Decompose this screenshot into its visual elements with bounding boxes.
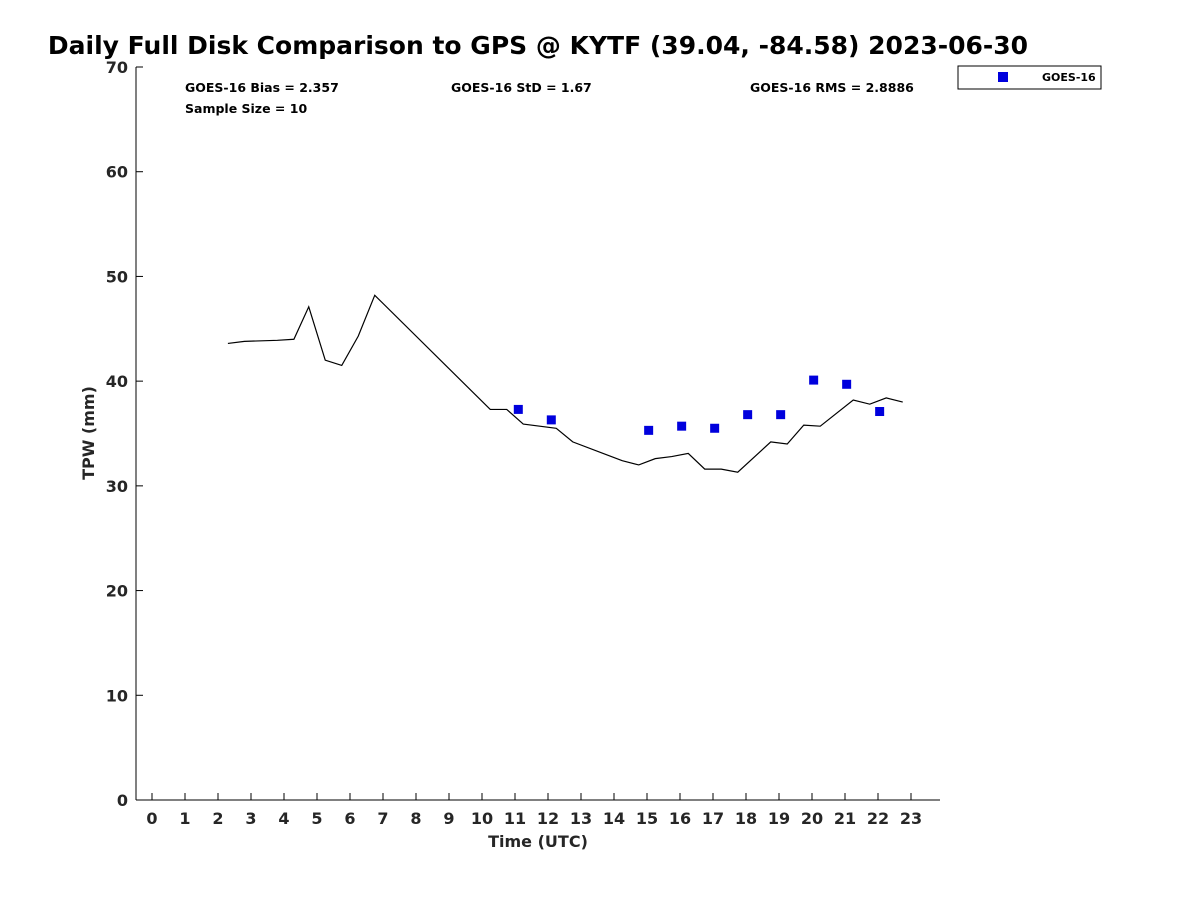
chart-title: Daily Full Disk Comparison to GPS @ KYTF… bbox=[48, 31, 1028, 60]
x-tick-label: 9 bbox=[443, 809, 454, 828]
data-point-goes16 bbox=[677, 421, 687, 431]
x-tick-label: 21 bbox=[834, 809, 856, 828]
x-tick-label: 1 bbox=[179, 809, 190, 828]
x-ticks: 0 1 2 3 4 5 6 7 8 9 10 11 12 13 14 15 16 17 18 19 20 21 22 23 bbox=[146, 793, 922, 828]
x-tick-label: 2 bbox=[212, 809, 223, 828]
data-point-goes16 bbox=[743, 410, 753, 420]
y-tick-label: 20 bbox=[106, 582, 128, 601]
x-tick-label: 3 bbox=[245, 809, 256, 828]
x-axis-label: Time (UTC) bbox=[488, 832, 588, 851]
x-tick-label: 10 bbox=[471, 809, 493, 828]
legend-label-goes16: GOES-16 bbox=[1042, 71, 1096, 84]
goes16-points bbox=[513, 375, 885, 435]
x-tick-label: 12 bbox=[537, 809, 559, 828]
x-tick-label: 17 bbox=[702, 809, 724, 828]
data-point-goes16 bbox=[546, 415, 556, 425]
x-tick-label: 8 bbox=[410, 809, 421, 828]
data-point-goes16 bbox=[842, 379, 852, 389]
data-point-goes16 bbox=[710, 423, 720, 433]
sample-size-stat: Sample Size = 10 bbox=[185, 101, 307, 116]
x-tick-label: 14 bbox=[603, 809, 625, 828]
y-tick-label: 40 bbox=[106, 372, 128, 391]
reference-line-group bbox=[227, 294, 903, 473]
y-axis-label: TPW (mm) bbox=[79, 386, 98, 480]
y-tick-label: 10 bbox=[106, 686, 128, 705]
bias-stat: GOES-16 Bias = 2.357 bbox=[185, 80, 339, 95]
y-tick-label: 0 bbox=[117, 791, 128, 810]
y-tick-label: 30 bbox=[106, 477, 128, 496]
x-tick-label: 6 bbox=[344, 809, 355, 828]
x-tick-label: 15 bbox=[636, 809, 658, 828]
x-tick-label: 19 bbox=[768, 809, 790, 828]
legend: GOES-16 bbox=[957, 65, 1102, 90]
data-point-goes16 bbox=[644, 425, 654, 435]
gps-reference-line bbox=[227, 294, 903, 473]
y-ticks: 0 10 20 30 40 50 60 70 bbox=[106, 58, 143, 810]
x-tick-label: 5 bbox=[311, 809, 322, 828]
x-tick-label: 20 bbox=[801, 809, 823, 828]
x-tick-label: 11 bbox=[504, 809, 526, 828]
x-tick-label: 18 bbox=[735, 809, 757, 828]
data-point-goes16 bbox=[776, 410, 786, 420]
data-point-goes16 bbox=[875, 407, 885, 417]
x-tick-label: 16 bbox=[669, 809, 691, 828]
x-tick-label: 23 bbox=[900, 809, 922, 828]
x-tick-label: 0 bbox=[146, 809, 157, 828]
std-stat: GOES-16 StD = 1.67 bbox=[451, 80, 592, 95]
x-tick-label: 22 bbox=[867, 809, 889, 828]
data-point-goes16 bbox=[513, 404, 523, 414]
data-point-goes16 bbox=[809, 375, 819, 385]
axes bbox=[135, 67, 940, 801]
legend-marker-goes16 bbox=[998, 72, 1008, 82]
y-tick-label: 50 bbox=[106, 267, 128, 286]
x-tick-label: 7 bbox=[377, 809, 388, 828]
x-tick-label: 13 bbox=[570, 809, 592, 828]
y-tick-label: 70 bbox=[106, 58, 128, 77]
x-tick-label: 4 bbox=[278, 809, 289, 828]
y-tick-label: 60 bbox=[106, 163, 128, 182]
rms-stat: GOES-16 RMS = 2.8886 bbox=[750, 80, 914, 95]
legend-box bbox=[957, 65, 1102, 90]
